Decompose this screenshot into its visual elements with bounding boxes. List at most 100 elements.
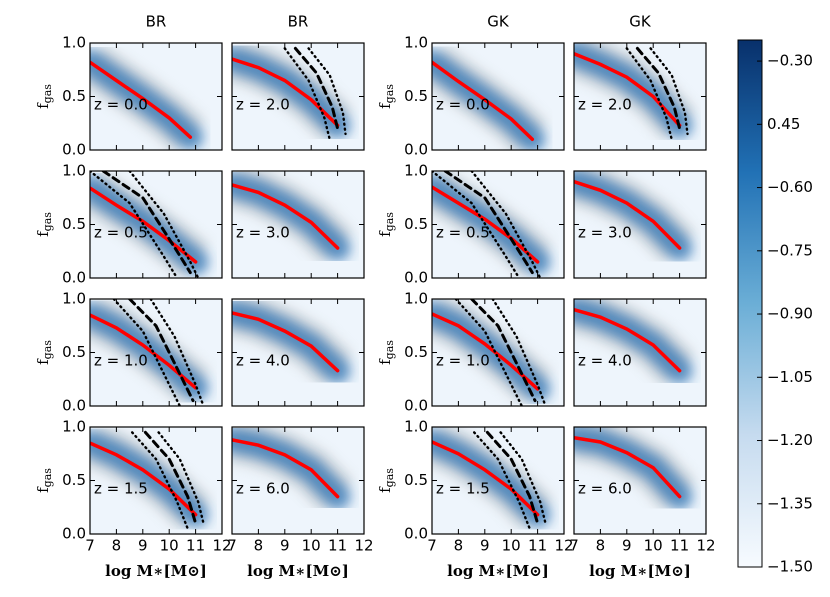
colorbar-tick-label: −1.20 (767, 431, 813, 449)
y-tick-label: 0.0 (62, 141, 86, 159)
colorbar-tick-label: −1.05 (767, 368, 813, 386)
x-tick-label: 7 (85, 537, 95, 555)
y-axis-label-sub: gas (41, 468, 54, 488)
panel (90, 43, 222, 150)
observation-line (443, 171, 534, 275)
median-line (432, 60, 535, 142)
x-tick-label: 10 (302, 537, 321, 555)
x-tick-label: 12 (554, 537, 573, 555)
panel (232, 171, 364, 278)
y-axis-label: fgas (34, 340, 54, 365)
observation-line (307, 47, 347, 136)
annotation: z = 4.0 (578, 352, 632, 370)
y-tick-label: 1.0 (404, 162, 428, 180)
median-line (432, 440, 540, 517)
panel (432, 171, 564, 278)
x-tick-label: 8 (454, 537, 464, 555)
y-axis-label-sub: gas (383, 212, 396, 232)
panel (574, 171, 706, 278)
panel (232, 427, 364, 534)
x-tick-label: 8 (112, 537, 122, 555)
y-tick-label: 0.0 (404, 141, 428, 159)
panel (432, 299, 564, 406)
panel (574, 427, 706, 534)
observation-line (635, 46, 682, 131)
observation-line (128, 299, 195, 403)
observation-line (485, 430, 540, 525)
annotation: z = 1.5 (436, 480, 490, 498)
colorbar-tick-label: −0.60 (767, 178, 813, 196)
y-tick-label: 0.5 (404, 87, 428, 105)
x-axis-label: log M∗[M⊙] (447, 562, 549, 580)
y-axis-label: fgas (34, 212, 54, 237)
x-tick-label: 11 (186, 537, 205, 555)
x-tick-label: 7 (569, 537, 579, 555)
panel (574, 43, 706, 150)
y-axis-label: fgas (376, 468, 396, 493)
annotation: z = 2.0 (578, 96, 632, 114)
median-line (574, 179, 682, 250)
median-line (432, 185, 540, 264)
x-tick-label: 8 (254, 537, 264, 555)
x-axis-label: log M∗[M⊙] (247, 562, 349, 580)
x-tick-label: 7 (427, 537, 437, 555)
y-tick-label: 0.5 (62, 87, 86, 105)
x-tick-label: 11 (528, 537, 547, 555)
median-line (90, 186, 198, 264)
y-axis-label: fgas (376, 340, 396, 365)
observation-line (473, 431, 531, 530)
median-line (232, 183, 340, 250)
panel (90, 171, 222, 278)
y-tick-label: 0.0 (62, 269, 86, 287)
x-tick-label: 9 (480, 537, 490, 555)
y-axis-label-main: f (376, 358, 394, 365)
panel (232, 299, 364, 406)
annotation: z = 0.5 (94, 224, 148, 242)
y-axis-label: fgas (34, 468, 54, 493)
colorbar-tick-label: −1.35 (767, 494, 813, 512)
y-tick-label: 1.0 (62, 34, 86, 52)
x-axis-label: log M∗[M⊙] (589, 562, 691, 580)
y-axis-label-main: f (34, 102, 52, 109)
y-tick-label: 1.0 (404, 418, 428, 436)
y-axis-label-main: f (376, 486, 394, 493)
panel (432, 427, 564, 534)
y-axis-label-sub: gas (383, 340, 396, 360)
y-tick-label: 0.0 (404, 269, 428, 287)
y-tick-label: 0.5 (404, 471, 428, 489)
observation-line (143, 430, 198, 525)
x-tick-label: 10 (644, 537, 663, 555)
x-tick-label: 9 (280, 537, 290, 555)
annotation: z = 1.0 (94, 352, 148, 370)
y-tick-label: 0.0 (404, 525, 428, 543)
y-axis-label-sub: gas (41, 84, 54, 104)
panel (90, 299, 222, 406)
x-tick-label: 10 (160, 537, 179, 555)
observation-line (112, 299, 181, 406)
y-tick-label: 0.0 (62, 397, 86, 415)
y-tick-label: 0.5 (62, 471, 86, 489)
y-axis-label-sub: gas (41, 212, 54, 232)
x-tick-label: 9 (622, 537, 632, 555)
y-axis-label-main: f (34, 230, 52, 237)
observation-line (157, 431, 205, 525)
observation-line (283, 47, 331, 141)
median-line (90, 60, 193, 139)
colorbar-tick-label: −0.30 (767, 52, 813, 70)
x-tick-label: 12 (696, 537, 715, 555)
x-axis-label: log M∗[M⊙] (105, 562, 207, 580)
median-line (90, 441, 198, 517)
median-line (574, 51, 682, 128)
panel (432, 43, 564, 150)
x-tick-label: 7 (227, 537, 237, 555)
y-tick-label: 1.0 (62, 418, 86, 436)
observation-line (454, 299, 523, 406)
colorbar-tick-label: −1.50 (767, 558, 813, 576)
x-tick-label: 8 (596, 537, 606, 555)
x-tick-label: 10 (502, 537, 521, 555)
panel (232, 43, 364, 150)
colorbar (737, 39, 763, 568)
column-title: BR (288, 13, 309, 31)
x-tick-label: 12 (212, 537, 231, 555)
observation-line (625, 47, 673, 141)
